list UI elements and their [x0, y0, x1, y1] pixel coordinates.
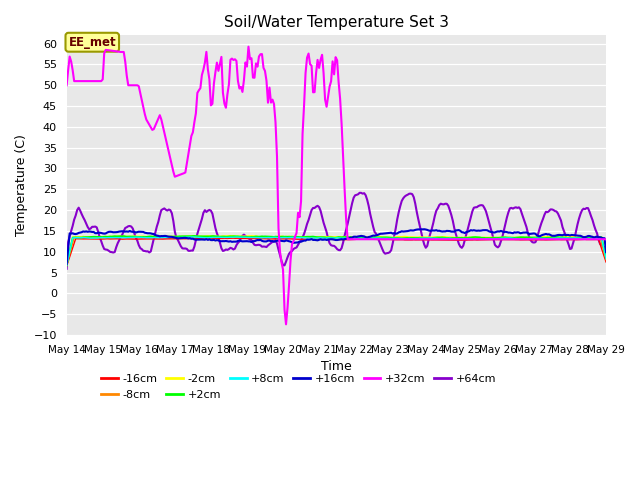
+64cm [602, 244, 610, 250]
-16cm [223, 236, 231, 241]
+16cm [223, 239, 231, 244]
-16cm [602, 259, 610, 265]
+64cm [223, 247, 231, 253]
-8cm [147, 234, 155, 240]
+8cm [189, 234, 196, 240]
Line: -8cm: -8cm [67, 237, 606, 265]
+32cm [602, 236, 610, 242]
-2cm [300, 234, 308, 240]
+64cm [299, 235, 307, 240]
+32cm [252, 60, 260, 66]
X-axis label: Time: Time [321, 360, 352, 373]
+16cm [602, 249, 610, 255]
+8cm [129, 235, 136, 240]
-16cm [234, 235, 242, 241]
-8cm [243, 234, 251, 240]
+2cm [191, 233, 198, 239]
+64cm [63, 266, 70, 272]
+32cm [242, 60, 250, 65]
+16cm [242, 239, 250, 244]
-2cm [63, 262, 70, 268]
-2cm [243, 233, 251, 239]
+8cm [63, 263, 70, 268]
+64cm [356, 190, 364, 196]
-8cm [602, 257, 610, 263]
-2cm [252, 233, 260, 239]
+2cm [225, 234, 233, 240]
Line: +64cm: +64cm [67, 193, 606, 269]
+8cm [300, 235, 308, 240]
-8cm [573, 235, 581, 241]
+16cm [299, 238, 307, 244]
+2cm [252, 234, 260, 240]
Legend: -16cm, -8cm, -2cm, +2cm, +8cm, +16cm, +32cm, +64cm: -16cm, -8cm, -2cm, +2cm, +8cm, +16cm, +3… [97, 370, 500, 404]
+64cm [573, 221, 581, 227]
+8cm [243, 235, 251, 240]
-8cm [300, 235, 308, 240]
+8cm [573, 235, 581, 241]
Line: +32cm: +32cm [67, 47, 606, 324]
Title: Soil/Water Temperature Set 3: Soil/Water Temperature Set 3 [224, 15, 449, 30]
+32cm [282, 322, 290, 327]
+2cm [63, 263, 70, 268]
Line: +8cm: +8cm [67, 237, 606, 265]
-8cm [63, 263, 70, 268]
-2cm [602, 255, 610, 261]
+2cm [573, 235, 581, 241]
-16cm [573, 237, 581, 242]
+2cm [129, 234, 136, 240]
+16cm [129, 229, 136, 235]
+32cm [63, 83, 70, 88]
+32cm [129, 83, 136, 88]
-16cm [300, 236, 308, 242]
+8cm [252, 235, 260, 240]
+16cm [63, 261, 70, 267]
-2cm [227, 233, 234, 239]
Text: EE_met: EE_met [68, 36, 116, 49]
-8cm [252, 234, 260, 240]
+32cm [575, 236, 583, 242]
+64cm [242, 233, 250, 239]
+8cm [225, 234, 233, 240]
-8cm [225, 234, 233, 240]
+2cm [602, 255, 610, 261]
-16cm [129, 236, 136, 242]
+8cm [602, 256, 610, 262]
Line: -16cm: -16cm [67, 238, 606, 266]
+2cm [300, 234, 308, 240]
Line: +16cm: +16cm [67, 229, 606, 264]
-16cm [63, 263, 70, 269]
Line: +2cm: +2cm [67, 236, 606, 265]
-2cm [573, 234, 581, 240]
+2cm [243, 234, 251, 240]
-16cm [243, 236, 251, 241]
+32cm [223, 91, 231, 97]
+16cm [251, 238, 259, 244]
+16cm [420, 227, 428, 232]
-8cm [129, 234, 136, 240]
-2cm [129, 233, 136, 239]
Line: -2cm: -2cm [67, 236, 606, 265]
+64cm [129, 226, 136, 231]
Y-axis label: Temperature (C): Temperature (C) [15, 134, 28, 236]
-2cm [223, 233, 231, 239]
+32cm [301, 70, 309, 76]
-16cm [252, 236, 260, 241]
+16cm [573, 233, 581, 239]
+32cm [244, 44, 252, 49]
+64cm [251, 242, 259, 248]
